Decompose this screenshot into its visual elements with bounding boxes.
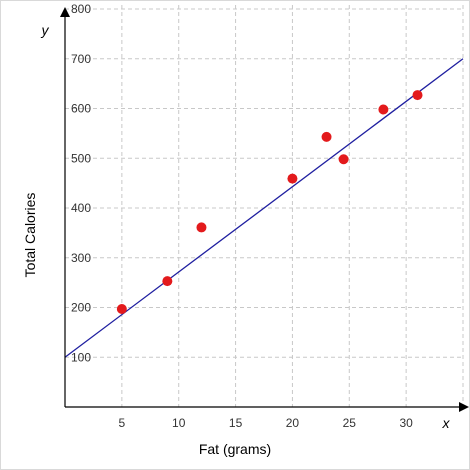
- y-tick-label: 200: [71, 301, 91, 315]
- y-tick-label: 100: [71, 350, 91, 364]
- x-tick-label: 20: [286, 416, 300, 430]
- data-point: [321, 131, 332, 142]
- data-point: [378, 104, 389, 115]
- data-point: [116, 303, 127, 314]
- x-axis-arrow-icon: [459, 402, 469, 412]
- data-point: [196, 222, 207, 233]
- x-tick-label: 15: [229, 416, 243, 430]
- x-axis-title: Fat (grams): [199, 441, 271, 457]
- y-axis-variable: y: [41, 22, 50, 38]
- data-points: [116, 90, 423, 314]
- data-point: [287, 173, 298, 184]
- axis-titles: Fat (grams) Total Calories x y: [22, 22, 451, 457]
- y-axis-title: Total Calories: [22, 193, 38, 278]
- grid: [65, 5, 464, 407]
- trend-line: [64, 58, 464, 358]
- data-point: [412, 90, 423, 101]
- y-tick-label: 800: [71, 2, 91, 16]
- y-tick-label: 500: [71, 151, 91, 165]
- axes: [60, 7, 469, 412]
- x-tick-label: 10: [172, 416, 186, 430]
- x-tick-label: 30: [399, 416, 413, 430]
- x-tick-label: 25: [343, 416, 357, 430]
- trend-line-layer: [64, 58, 464, 358]
- x-axis-variable: x: [442, 415, 451, 431]
- data-point: [338, 154, 349, 165]
- x-tick-label: 5: [119, 416, 126, 430]
- tick-labels: 5 10 15 20 25 30 100 200 300 400 500 600 700 800: [71, 2, 413, 430]
- y-axis-arrow-icon: [60, 7, 70, 17]
- y-tick-label: 400: [71, 201, 91, 215]
- y-tick-label: 700: [71, 52, 91, 66]
- y-tick-label: 300: [71, 251, 91, 265]
- data-point: [162, 276, 173, 287]
- y-tick-label: 600: [71, 102, 91, 116]
